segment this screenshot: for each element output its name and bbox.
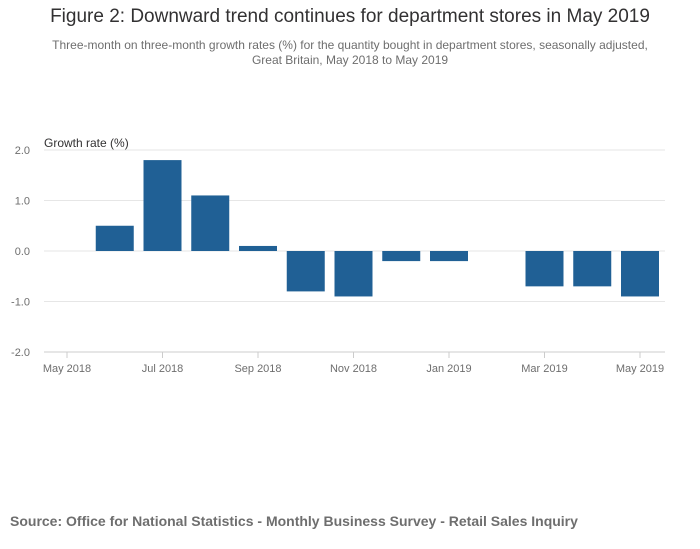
- y-tick-label: -1.0: [11, 297, 30, 309]
- bar-apr-2019: [573, 251, 612, 287]
- bar-jun-2018: [95, 225, 134, 251]
- bar-aug-2018: [191, 195, 230, 251]
- x-tick-label: Jul 2018: [142, 363, 184, 375]
- x-tick-label: Nov 2018: [330, 363, 377, 375]
- y-tick-label: 1.0: [15, 196, 30, 208]
- y-axis-title: Growth rate (%): [44, 136, 129, 150]
- bar-mar-2019: [525, 251, 564, 287]
- chart-subtitle: Three-month on three-month growth rates …: [20, 38, 680, 68]
- bar-oct-2018: [286, 251, 325, 292]
- bar-jan-2019: [430, 251, 468, 262]
- x-axis: May 2018 Jul 2018 Sep 2018 Nov 2018 Jan 2019…: [43, 351, 665, 375]
- chart-subtitle-line-1: Three-month on three-month growth rates …: [52, 38, 648, 52]
- x-tick-label: May 2018: [43, 363, 91, 375]
- y-tick-label: 0.0: [15, 246, 30, 258]
- x-tick-label: Mar 2019: [521, 363, 567, 375]
- bar-dec-2018: [382, 251, 421, 262]
- chart-title: Figure 2: Downward trend continues for d…: [50, 6, 650, 27]
- bar-may-2019: [621, 251, 659, 297]
- bar-jul-2018: [143, 160, 182, 251]
- x-tick-label: Sep 2018: [234, 363, 281, 375]
- source-note: Source: Office for National Statistics -…: [10, 513, 578, 529]
- x-tick-label: Jan 2019: [426, 363, 471, 375]
- x-tick-label: May 2019: [616, 363, 664, 375]
- bar-nov-2018: [334, 251, 373, 297]
- chart-subtitle-line-2: Great Britain, May 2018 to May 2019: [251, 53, 449, 67]
- y-tick-label: 2.0: [15, 145, 30, 157]
- bars: [95, 160, 659, 297]
- bar-sep-2018: [239, 245, 277, 251]
- y-axis-ticks: 2.0 1.0 0.0 -1.0 -2.0: [11, 145, 30, 359]
- y-tick-label: -2.0: [11, 347, 30, 359]
